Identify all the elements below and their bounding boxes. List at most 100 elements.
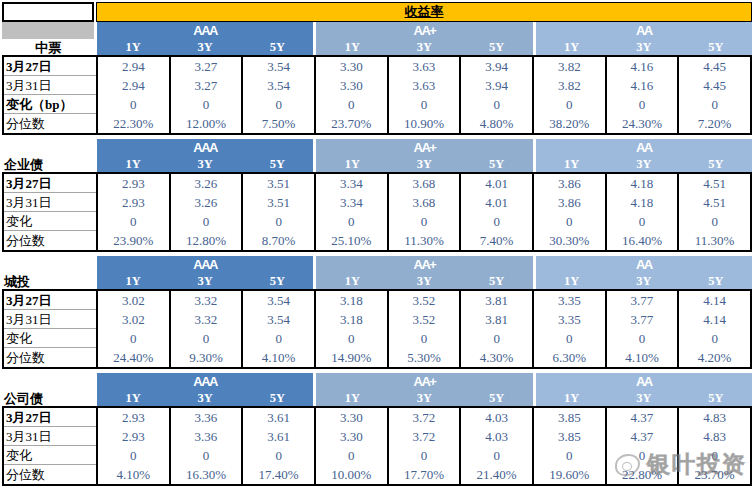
block-label: 企业债 [2, 156, 94, 172]
data-cell: 4.37 [607, 427, 678, 446]
data-cell: 4.10% [98, 465, 169, 484]
rating-group-header: AA+1Y3Y5Y [316, 139, 532, 172]
data-cell: 3.86 [534, 174, 605, 193]
maturity-label: 1Y [316, 39, 388, 55]
maturity-label: 3Y [169, 390, 241, 406]
data-cell: 24.40% [98, 348, 169, 367]
data-cell: 0 [243, 446, 314, 465]
maturity-label: 3Y [169, 156, 241, 172]
data-cell: 17.40% [243, 465, 314, 484]
rating-label: AAA [97, 22, 313, 39]
data-cell: 0 [98, 446, 169, 465]
data-cell: 3.94 [461, 76, 532, 95]
data-cell: 16.30% [171, 465, 242, 484]
rating-label: AAA [97, 256, 313, 273]
data-cell: 3.68 [389, 193, 460, 212]
title-row: 收益率 [2, 2, 752, 21]
data-cell: 2.94 [98, 76, 169, 95]
title-cell: 收益率 [96, 2, 752, 22]
data-column: 3.523.5205.30% [387, 291, 460, 367]
maturity-row: 1Y3Y5Y [97, 390, 313, 406]
data-cell: 3.32 [171, 291, 242, 310]
data-cell: 4.45 [679, 76, 750, 95]
data-column: 3.023.02024.40% [96, 291, 169, 367]
corner-cell [2, 2, 94, 22]
rating-group-header: AA1Y3Y5Y [536, 256, 752, 289]
data-column: 4.144.1404.20% [677, 291, 750, 367]
data-cell: 3.77 [607, 310, 678, 329]
data-column: 3.853.85019.60% [532, 408, 605, 484]
data-cell: 3.36 [171, 408, 242, 427]
data-cell: 4.51 [679, 193, 750, 212]
data-cell: 9.30% [171, 348, 242, 367]
maturity-label: 3Y [608, 390, 680, 406]
row-label: 变化 [4, 212, 96, 231]
data-cell: 0 [389, 329, 460, 348]
maturity-label: 5Y [241, 39, 313, 55]
data-cell: 0 [316, 95, 387, 114]
data-cell: 3.54 [243, 76, 314, 95]
row-label: 3月27日 [4, 57, 96, 76]
maturity-row: 1Y3Y5Y [97, 39, 313, 55]
data-cell: 3.18 [316, 310, 387, 329]
data-cell: 4.18 [607, 174, 678, 193]
data-cell: 0 [171, 446, 242, 465]
data-column: 2.932.93023.90% [96, 174, 169, 250]
rating-label: AA [536, 373, 752, 390]
data-area: 3月27日3月31日变化分位数2.932.93023.90%3.263.2601… [2, 172, 752, 252]
data-column: 3.633.63010.90% [387, 57, 460, 133]
data-cell: 3.81 [461, 310, 532, 329]
block-header: 城投AAA1Y3Y5YAA+1Y3Y5YAA1Y3Y5Y [2, 256, 752, 289]
rating-label: AAA [97, 139, 313, 156]
maturity-row: 1Y3Y5Y [316, 273, 532, 289]
data-area: 3月27日3月31日变化分位数2.932.9304.10%3.363.36016… [2, 406, 752, 486]
data-cell: 7.40% [461, 231, 532, 250]
maturity-row: 1Y3Y5Y [97, 156, 313, 172]
table-block-2: 企业债AAA1Y3Y5YAA+1Y3Y5YAA1Y3Y5Y3月27日3月31日变… [2, 139, 752, 252]
maturity-label: 3Y [608, 273, 680, 289]
data-cell: 12.80% [171, 231, 242, 250]
data-cell: 7.20% [679, 114, 750, 133]
table-blocks: 中票AAA1Y3Y5YAA+1Y3Y5YAA1Y3Y5Y3月27日3月31日变化… [2, 22, 752, 486]
data-cell: 0 [607, 95, 678, 114]
data-cell: 38.20% [534, 114, 605, 133]
maturity-label: 1Y [536, 156, 608, 172]
data-column: 4.034.03021.40% [459, 408, 532, 484]
data-cell: 7.50% [243, 114, 314, 133]
data-column: 3.513.5108.70% [241, 174, 314, 250]
data-cell: 4.01 [461, 174, 532, 193]
maturity-row: 1Y3Y5Y [316, 156, 532, 172]
rating-group-header: AA1Y3Y5Y [536, 139, 752, 172]
maturity-label: 1Y [316, 390, 388, 406]
row-label: 3月31日 [4, 427, 96, 446]
data-cell: 3.61 [243, 427, 314, 446]
data-cell: 3.30 [316, 427, 387, 446]
data-cell: 3.72 [389, 427, 460, 446]
data-cell: 0 [679, 446, 750, 465]
data-column: 2.932.9304.10% [96, 408, 169, 484]
data-cell: 0 [534, 212, 605, 231]
maturity-label: 5Y [680, 273, 752, 289]
data-cell: 4.14 [679, 310, 750, 329]
maturity-label: 5Y [461, 273, 533, 289]
row-label: 3月31日 [4, 76, 96, 95]
block-label-corner [2, 373, 94, 390]
rating-label: AA [536, 256, 752, 273]
maturity-label: 5Y [680, 39, 752, 55]
rating-group-header: AA+1Y3Y5Y [316, 256, 532, 289]
data-cell: 3.52 [389, 310, 460, 329]
data-cell: 3.51 [243, 174, 314, 193]
row-label: 变化（bp） [4, 95, 96, 114]
data-cell: 3.94 [461, 57, 532, 76]
rating-group-header: AAA1Y3Y5Y [97, 373, 313, 406]
row-label: 3月27日 [4, 408, 96, 427]
maturity-label: 1Y [97, 273, 169, 289]
data-cell: 23.70% [316, 114, 387, 133]
data-cell: 4.18 [607, 193, 678, 212]
data-cell: 3.54 [243, 310, 314, 329]
table-block-3: 城投AAA1Y3Y5YAA+1Y3Y5YAA1Y3Y5Y3月27日3月31日变化… [2, 256, 752, 369]
data-column: 4.164.16024.30% [605, 57, 678, 133]
data-cell: 0 [607, 212, 678, 231]
data-cell: 0 [316, 212, 387, 231]
data-cell: 0 [461, 329, 532, 348]
